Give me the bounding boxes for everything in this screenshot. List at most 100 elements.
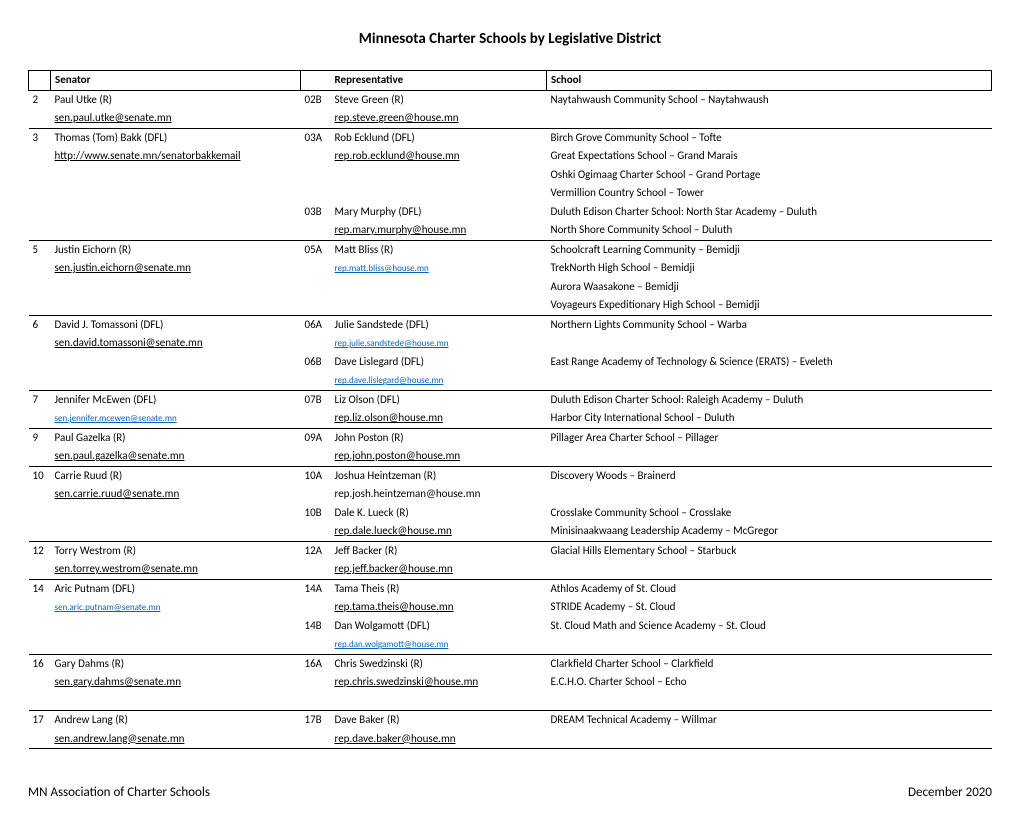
rep-email[interactable]: rep.dave.baker@house.mn <box>335 732 456 745</box>
school-cell: Duluth Edison Charter School: Raleigh Ac… <box>547 390 992 409</box>
senator-email[interactable]: http://www.senate.mn/senatorbakkemail <box>55 149 241 162</box>
senator-cell <box>51 692 301 711</box>
rep-email[interactable]: rep.mary.murphy@house.mn <box>335 223 467 236</box>
senator-cell <box>51 296 301 315</box>
rep-email[interactable]: rep.jeff.backer@house.mn <box>335 562 453 575</box>
table-row: sen.torrey.westrom@senate.mn rep.jeff.bac… <box>29 560 992 579</box>
district-num: 10 <box>29 466 51 485</box>
school-cell <box>547 447 992 466</box>
rep-district: 05A <box>301 240 331 259</box>
table-row: 3Thomas (Tom) Bakk (DFL)03ARob Ecklund (… <box>29 128 992 147</box>
senator-cell: sen.paul.gazelka@senate.mn <box>51 447 301 466</box>
senator-email[interactable]: sen.david.tomassoni@senate.mn <box>55 336 203 349</box>
table-row: 9Paul Gazelka (R)09AJohn Poston (R)Pilla… <box>29 428 992 447</box>
rep-district <box>301 334 331 353</box>
senator-email[interactable]: sen.aric.putnam@senate.mn <box>55 602 161 613</box>
district-num <box>29 447 51 466</box>
rep-district <box>301 447 331 466</box>
rep-cell <box>331 184 547 203</box>
rep-district <box>301 598 331 617</box>
rep-email[interactable]: rep.dan.wolgamott@house.mn <box>335 639 449 650</box>
school-cell: Harbor City International School – Dulut… <box>547 409 992 428</box>
senator-cell <box>51 278 301 297</box>
rep-email[interactable]: rep.john.poston@house.mn <box>335 449 461 462</box>
senator-cell <box>51 617 301 636</box>
schools-table: Senator Representative School 2Paul Utke… <box>28 70 992 749</box>
footer-left: MN Association of Charter Schools <box>28 785 210 800</box>
school-cell: Athlos Academy of St. Cloud <box>547 579 992 598</box>
rep-cell: rep.john.poston@house.mn <box>331 447 547 466</box>
rep-district <box>301 560 331 579</box>
district-num: 2 <box>29 90 51 109</box>
table-row: sen.jennifer.mcewen@senate.mn rep.liz.ols… <box>29 409 992 428</box>
senator-email[interactable]: sen.carrie.ruud@senate.mn <box>55 487 180 500</box>
rep-email[interactable]: rep.tama.theis@house.mn <box>335 600 454 613</box>
rep-email[interactable]: rep.steve.green@house.mn <box>335 111 459 124</box>
rep-email[interactable]: rep.chris.swedzinski@house.mn <box>335 675 479 688</box>
senator-cell <box>51 353 301 372</box>
senator-cell: Paul Gazelka (R) <box>51 428 301 447</box>
district-num: 16 <box>29 654 51 673</box>
table-row: Aurora Waasakone – Bemidji <box>29 278 992 297</box>
rep-email[interactable]: rep.julie.sandstede@house.mn <box>335 338 449 349</box>
senator-email[interactable]: sen.jennifer.mcewen@senate.mn <box>55 413 177 424</box>
school-cell: North Shore Community School – Duluth <box>547 221 992 240</box>
rep-cell: Matt Bliss (R) <box>331 240 547 259</box>
rep-district: 16A <box>301 654 331 673</box>
rep-district <box>301 635 331 654</box>
rep-email[interactable]: rep.dale.lueck@house.mn <box>335 524 452 537</box>
school-cell <box>547 560 992 579</box>
senator-email[interactable]: sen.gary.dahms@senate.mn <box>55 675 181 688</box>
district-num <box>29 109 51 128</box>
rep-district: 12A <box>301 541 331 560</box>
table-row <box>29 692 992 711</box>
rep-district: 06B <box>301 353 331 372</box>
district-num <box>29 353 51 372</box>
rep-cell <box>331 166 547 185</box>
table-row: sen.aric.putnam@senate.mn rep.tama.theis@… <box>29 598 992 617</box>
rep-email[interactable]: rep.rob.ecklund@house.mn <box>335 149 460 162</box>
senator-cell: Aric Putnam (DFL) <box>51 579 301 598</box>
rep-email[interactable]: rep.liz.olson@house.mn <box>335 411 443 424</box>
senator-email[interactable]: sen.justin.eichorn@senate.mn <box>55 261 191 274</box>
senator-cell <box>51 504 301 523</box>
school-cell: East Range Academy of Technology & Scien… <box>547 353 992 372</box>
school-cell: Great Expectations School – Grand Marais <box>547 147 992 166</box>
school-cell: STRIDE Academy – St. Cloud <box>547 598 992 617</box>
school-cell: DREAM Technical Academy – Willmar <box>547 711 992 730</box>
senator-cell: sen.andrew.lang@senate.mn <box>51 730 301 749</box>
rep-cell: rep.chris.swedzinski@house.mn <box>331 673 547 692</box>
district-num <box>29 221 51 240</box>
rep-cell: Dave Lislegard (DFL) <box>331 353 547 372</box>
table-row: 14Aric Putnam (DFL)14ATama Theis (R)Athl… <box>29 579 992 598</box>
district-num <box>29 296 51 315</box>
senator-cell <box>51 522 301 541</box>
table-row: 10Carrie Ruud (R)10AJoshua Heintzeman (R… <box>29 466 992 485</box>
rep-district <box>301 278 331 297</box>
rep-district: 14B <box>301 617 331 636</box>
rep-email[interactable]: rep.matt.bliss@house.mn <box>335 263 429 274</box>
district-num <box>29 371 51 390</box>
senator-email[interactable]: sen.andrew.lang@senate.mn <box>55 732 185 745</box>
school-cell: Naytahwaush Community School – Naytahwau… <box>547 90 992 109</box>
senator-email[interactable]: sen.torrey.westrom@senate.mn <box>55 562 198 575</box>
senator-cell <box>51 203 301 222</box>
rep-email[interactable]: rep.josh.heintzeman@house.mn <box>335 487 481 500</box>
senator-cell: sen.carrie.ruud@senate.mn <box>51 485 301 504</box>
district-num <box>29 617 51 636</box>
rep-district: 14A <box>301 579 331 598</box>
school-cell <box>547 371 992 390</box>
rep-cell: Tama Theis (R) <box>331 579 547 598</box>
senator-email[interactable]: sen.paul.utke@senate.mn <box>55 111 172 124</box>
school-cell: Birch Grove Community School – Tofte <box>547 128 992 147</box>
rep-email[interactable]: rep.dave.lislegard@house.mn <box>335 375 444 386</box>
district-num <box>29 485 51 504</box>
school-cell: Schoolcraft Learning Community – Bemidji <box>547 240 992 259</box>
school-cell: Glacial Hills Elementary School – Starbu… <box>547 541 992 560</box>
table-row: Oshki Ogimaag Charter School – Grand Por… <box>29 166 992 185</box>
senator-email[interactable]: sen.paul.gazelka@senate.mn <box>55 449 185 462</box>
rep-district <box>301 259 331 278</box>
school-cell: Minisinaakwaang Leadership Academy – McG… <box>547 522 992 541</box>
table-row: sen.gary.dahms@senate.mn rep.chris.swedzi… <box>29 673 992 692</box>
rep-district: 17B <box>301 711 331 730</box>
